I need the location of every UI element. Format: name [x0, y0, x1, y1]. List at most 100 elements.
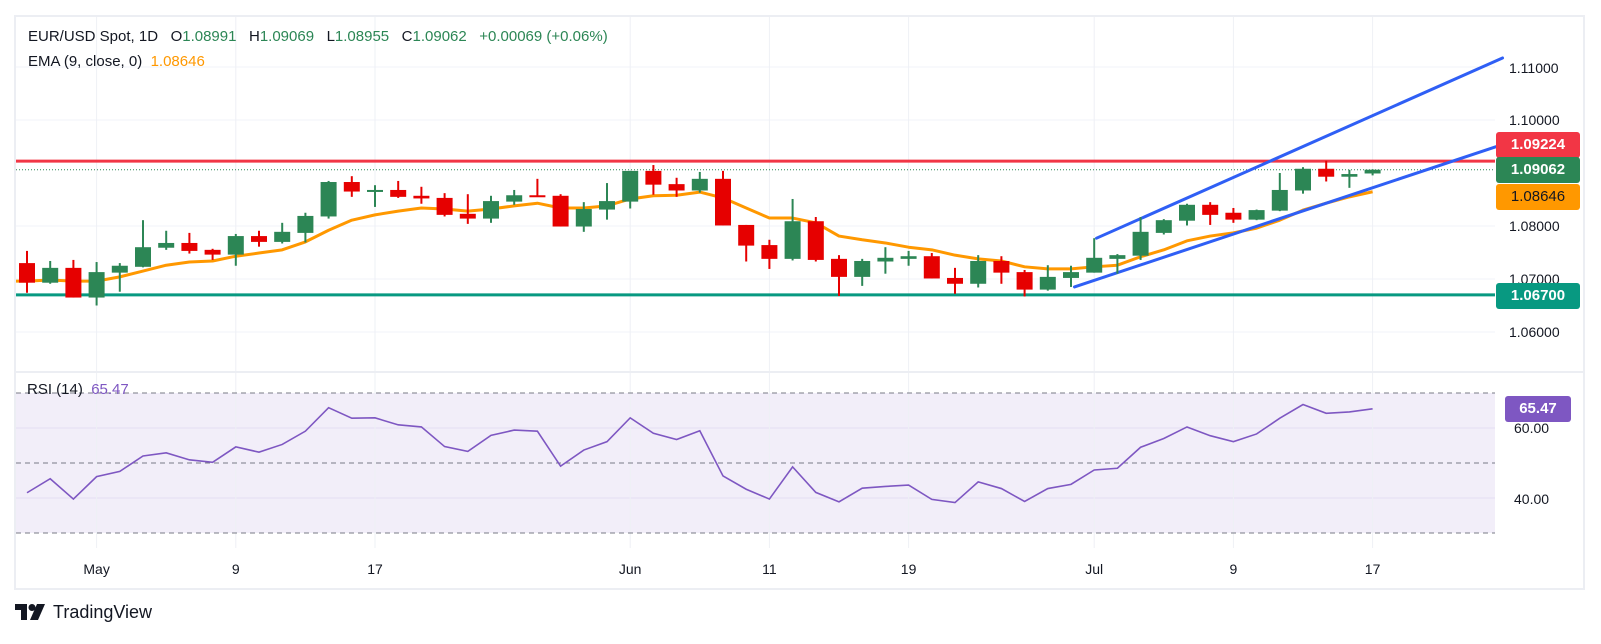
candle-body [65, 267, 82, 298]
candle [227, 233, 244, 266]
price-axis-label: 1.08000 [1509, 218, 1560, 234]
candle-body [181, 242, 198, 251]
candle-body [1132, 231, 1149, 256]
rsi-line [26, 403, 1373, 504]
candle [761, 239, 778, 269]
candle [1086, 238, 1103, 273]
candle [807, 216, 824, 262]
lower-channel-trendline [1072, 143, 1503, 289]
rsi-legend[interactable]: RSI (14) 65.47 [27, 381, 129, 398]
candle-body [738, 224, 755, 246]
candle [204, 248, 221, 260]
candle [784, 198, 801, 261]
ema-label: EMA (9, close, 0) [28, 53, 143, 70]
high-label: H [248, 28, 260, 45]
candle-body [691, 178, 708, 191]
candle [1318, 160, 1335, 182]
candle [877, 247, 894, 274]
candle [158, 230, 175, 250]
open-value: 1.08991 [182, 28, 237, 45]
candle [1248, 209, 1265, 221]
open-label: O [170, 28, 183, 45]
candle-body [367, 189, 383, 192]
time-axis-label: Jul [1085, 561, 1104, 577]
candle [993, 256, 1010, 284]
price-axis-label: 1.06000 [1509, 324, 1560, 340]
candle [599, 183, 615, 220]
rsi-axis-label: 60.00 [1514, 420, 1550, 436]
close-value: 1.09062 [412, 28, 467, 45]
candle-body [877, 257, 894, 262]
candle-body [761, 245, 778, 259]
low-value: 1.08955 [334, 28, 390, 45]
candle-body [1039, 276, 1056, 290]
candle-body [923, 256, 940, 279]
candle-body [320, 182, 337, 217]
candle [1132, 216, 1149, 260]
time-axis-label: 19 [900, 561, 917, 577]
candle-body [506, 195, 523, 202]
tradingview-logo[interactable]: TradingView [15, 600, 152, 624]
upper-channel-trendline [1095, 56, 1505, 240]
candle-body [1341, 174, 1358, 177]
candle [970, 255, 987, 288]
candle-body [1063, 272, 1079, 278]
candle-body [970, 260, 987, 284]
rsi-axis-label: 40.00 [1514, 491, 1550, 507]
candle-body [1155, 220, 1172, 233]
candle [390, 180, 407, 198]
time-axis-label: 17 [1364, 561, 1381, 577]
candle-body [1271, 189, 1288, 211]
candle [1295, 167, 1311, 194]
candle-body [343, 182, 360, 192]
ema-price-badge: 1.08646 [1496, 184, 1580, 210]
candle [622, 170, 639, 209]
time-axis-label: 11 [762, 561, 777, 577]
candle-body [645, 170, 662, 185]
candle [831, 255, 847, 296]
rsi-value: 65.47 [91, 381, 129, 398]
candle [436, 193, 453, 217]
candle-body [575, 209, 592, 227]
candle-body [1179, 204, 1195, 221]
candle-body [274, 231, 291, 242]
candle [645, 165, 662, 195]
tradingview-logo-icon [15, 604, 45, 620]
candle [181, 232, 198, 254]
candle [1202, 202, 1219, 225]
candle-body [1202, 204, 1219, 215]
brand-name: TradingView [53, 601, 153, 622]
time-axis-label: 9 [231, 561, 240, 577]
candle-body [135, 247, 151, 267]
candle [691, 171, 708, 193]
candle-body [993, 260, 1010, 273]
close-price-badge: 1.09062 [1496, 157, 1580, 183]
candle-body [900, 256, 917, 259]
candle [19, 250, 35, 293]
candle [552, 194, 569, 227]
time-axis-label: 17 [367, 561, 383, 577]
ema-legend[interactable]: EMA (9, close, 0) 1.08646 [28, 53, 205, 70]
symbol-header: EUR/USD Spot, 1D O1.08991 H1.09069 L1.08… [28, 28, 608, 45]
candle [715, 170, 731, 226]
candle [111, 263, 128, 292]
candle [65, 259, 82, 298]
price-axis-label: 1.11000 [1509, 60, 1559, 76]
change-value: +0.00069 (+0.06%) [479, 28, 608, 45]
candle-body [668, 184, 685, 191]
candle [367, 185, 383, 207]
candle [1155, 219, 1172, 235]
candle-body [459, 213, 476, 219]
candle [738, 224, 755, 262]
candle [483, 195, 499, 223]
time-axis-label: Jun [618, 561, 642, 577]
candle-body [599, 201, 615, 210]
candle [575, 202, 592, 232]
candle [297, 212, 314, 243]
candle [1063, 265, 1079, 287]
candle [506, 189, 523, 205]
candle-body [1364, 169, 1381, 174]
candle-body [807, 221, 824, 260]
rsi-label: RSI (14) [27, 381, 83, 398]
